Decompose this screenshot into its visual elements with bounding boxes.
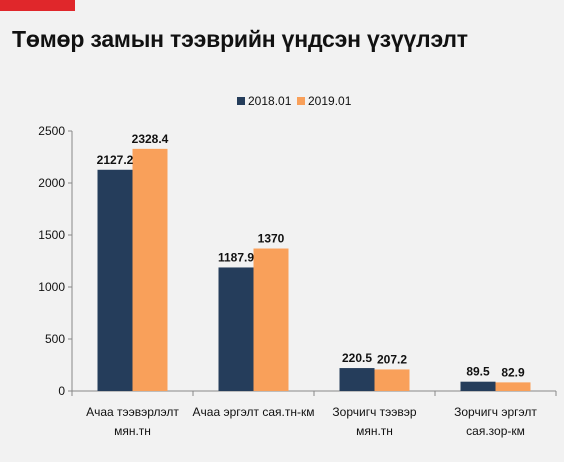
- data-label: 89.5: [466, 365, 490, 379]
- bar: [132, 148, 168, 391]
- category-label: мян.тн: [114, 424, 151, 438]
- bar: [495, 382, 531, 391]
- data-label: 207.2: [377, 352, 407, 366]
- category-labels: Ачаа тээвэрлэлт мян.тн Ачаа эргэлт сая.тн-…: [86, 405, 537, 438]
- bar: [339, 368, 375, 391]
- bar: [218, 267, 254, 391]
- legend: 2018.01 2019.01: [237, 94, 352, 108]
- legend-swatch: [297, 97, 305, 105]
- y-tick-label: 2000: [38, 176, 65, 190]
- data-label: 1370: [258, 232, 285, 246]
- legend-label: 2018.01: [248, 94, 292, 108]
- legend-swatch: [237, 97, 245, 105]
- bar: [374, 369, 410, 391]
- category-label: Зорчигч эргэлт: [454, 405, 537, 419]
- data-label: 1187.9: [218, 250, 254, 264]
- y-tick-label: 500: [45, 332, 65, 346]
- legend-label: 2019.01: [308, 94, 352, 108]
- category-label: Ачаа эргэлт сая.тн-км: [193, 405, 315, 419]
- data-label: 2328.4: [132, 132, 169, 146]
- data-label: 220.5: [342, 351, 372, 365]
- category-label: мян.тн: [356, 424, 393, 438]
- accent-bar: [0, 0, 75, 11]
- category-label: Зорчигч тээвэр: [332, 405, 416, 419]
- data-label: 82.9: [501, 365, 525, 379]
- data-labels: 2127.2 2328.4 1187.9 1370 220.5 207.2 89.5 82.9: [97, 132, 525, 380]
- bars: [97, 148, 531, 391]
- category-label: сая.зор-км: [466, 424, 525, 438]
- chart-title: Төмөр замын тээврийн үндсэн үзүүлэлт: [12, 26, 468, 52]
- y-tick-label: 1000: [38, 280, 65, 294]
- y-tick-label: 0: [58, 384, 65, 398]
- y-tick-label: 1500: [38, 228, 65, 242]
- bar: [460, 381, 496, 391]
- category-label: Ачаа тээвэрлэлт: [86, 405, 179, 419]
- data-label: 2127.2: [97, 153, 134, 167]
- y-tick-label: 2500: [38, 124, 65, 138]
- bar: [97, 169, 133, 391]
- bar: [253, 248, 289, 391]
